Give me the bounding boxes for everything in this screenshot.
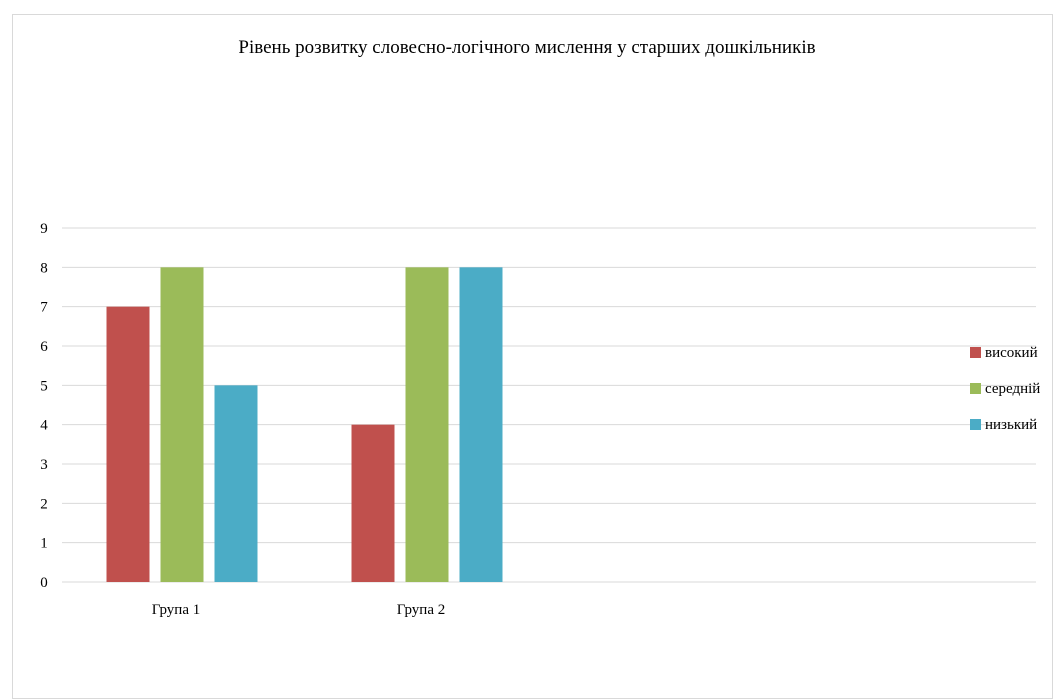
legend-label-середній: середній xyxy=(985,381,1040,397)
legend-label-високий: високий xyxy=(985,345,1038,361)
bar-2-середній xyxy=(405,267,449,582)
legend: високий середній низький xyxy=(970,345,1040,433)
x-category-label-2: Група 2 xyxy=(397,602,445,618)
y-tick-label-6: 6 xyxy=(40,339,48,355)
legend-swatch-середній xyxy=(970,383,981,394)
legend-label-низький: низький xyxy=(985,417,1037,433)
bar-2-низький xyxy=(459,267,503,582)
legend-swatch-високий xyxy=(970,347,981,358)
bars xyxy=(106,267,503,582)
y-tick-label-8: 8 xyxy=(40,260,48,276)
bar-1-низький xyxy=(214,385,258,582)
y-tick-label-4: 4 xyxy=(40,418,48,434)
bar-1-високий xyxy=(106,306,150,582)
y-tick-label-2: 2 xyxy=(40,496,48,512)
y-tick-label-9: 9 xyxy=(40,221,48,237)
grid-lines xyxy=(62,227,1036,583)
bar-2-високий xyxy=(351,424,395,582)
bar-1-середній xyxy=(160,267,204,582)
x-axis-categories: Група 1 Група 2 xyxy=(152,602,445,618)
y-tick-label-0: 0 xyxy=(40,575,48,591)
y-tick-label-1: 1 xyxy=(40,536,48,552)
y-axis-ticks: 0 1 2 3 4 5 6 7 8 9 xyxy=(40,221,48,591)
y-tick-label-3: 3 xyxy=(40,457,48,473)
legend-swatch-низький xyxy=(970,419,981,430)
y-tick-label-7: 7 xyxy=(40,300,48,316)
x-category-label-1: Група 1 xyxy=(152,602,200,618)
chart-title: Рівень розвитку словесно-логічного мисле… xyxy=(238,37,816,58)
y-tick-label-5: 5 xyxy=(40,378,48,394)
